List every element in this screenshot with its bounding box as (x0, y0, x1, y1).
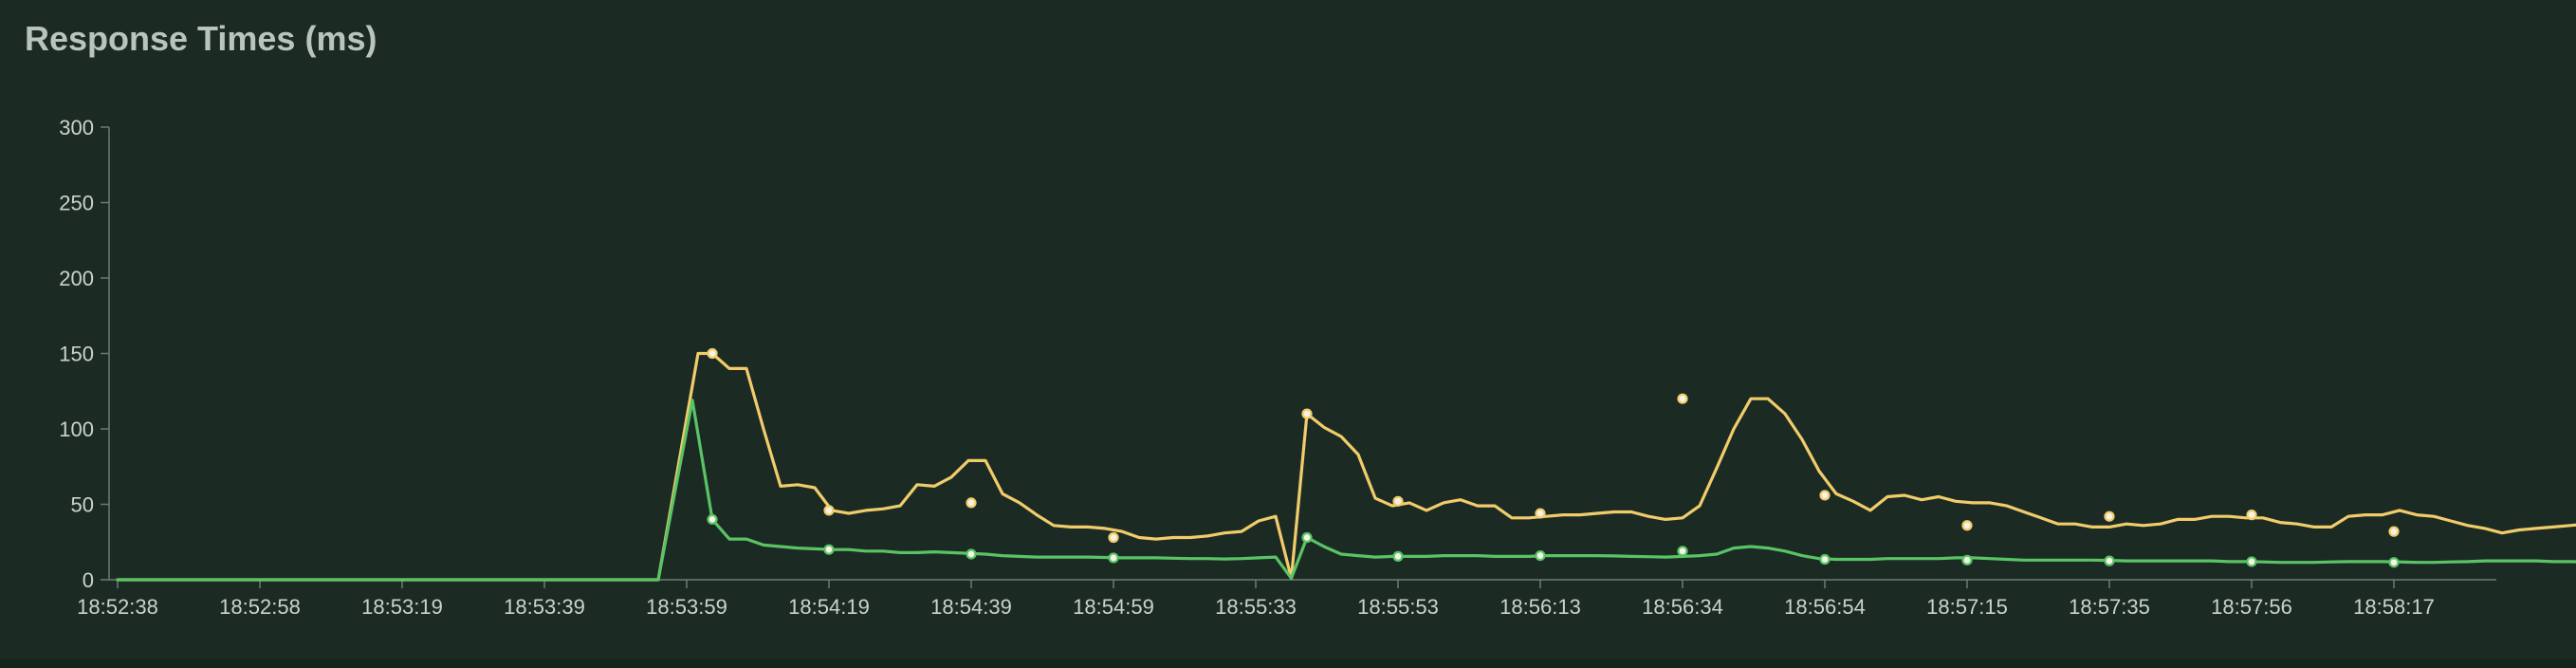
y-tick-label: 0 (83, 568, 94, 592)
data-point[interactable] (2246, 556, 2257, 567)
y-tick-label: 200 (59, 267, 94, 290)
data-point[interactable] (707, 347, 718, 360)
x-tick-label: 18:54:39 (930, 595, 1012, 619)
x-tick-label: 18:52:38 (77, 595, 158, 619)
data-point[interactable] (1108, 531, 1119, 544)
data-point[interactable] (966, 497, 977, 509)
data-point[interactable] (1301, 408, 1313, 419)
data-point[interactable] (2246, 510, 2257, 521)
x-tick-label: 18:52:58 (219, 595, 301, 619)
x-tick-label: 18:57:15 (1926, 595, 2008, 619)
x-tick-label: 18:54:19 (788, 595, 870, 619)
data-point[interactable] (1301, 531, 1313, 544)
data-point[interactable] (966, 548, 977, 560)
data-point[interactable] (2104, 510, 2115, 522)
x-tick-label: 18:57:35 (2069, 595, 2150, 619)
y-tick-label: 50 (71, 493, 94, 517)
data-point[interactable] (2104, 555, 2115, 566)
y-tick-label: 300 (59, 116, 94, 139)
x-tick-label: 18:55:33 (1215, 595, 1297, 619)
series-layer (116, 347, 2576, 582)
data-point[interactable] (1108, 552, 1119, 564)
data-point[interactable] (1961, 520, 1973, 531)
series-line-2 (116, 399, 2576, 582)
x-tick-label: 18:56:54 (1784, 595, 1866, 619)
series-line-1 (116, 351, 2576, 582)
y-tick-label: 150 (59, 343, 94, 366)
y-tick-label: 250 (59, 192, 94, 215)
x-tick-label: 18:53:19 (361, 595, 443, 619)
data-point[interactable] (1677, 546, 1688, 557)
x-tick-label: 18:54:59 (1073, 595, 1154, 619)
data-point[interactable] (1677, 393, 1688, 404)
data-point[interactable] (1535, 508, 1546, 519)
y-tick-label: 100 (59, 418, 94, 441)
x-tick-label: 18:53:59 (646, 595, 727, 619)
data-point[interactable] (1961, 554, 1973, 566)
data-point[interactable] (2388, 526, 2400, 537)
data-point[interactable] (1392, 495, 1404, 507)
x-tick-label: 18:58:17 (2353, 595, 2435, 619)
data-point[interactable] (1392, 550, 1404, 562)
data-point[interactable] (823, 544, 835, 555)
data-point[interactable] (1819, 553, 1831, 566)
x-tick-label: 18:55:53 (1357, 595, 1439, 619)
x-tick-label: 18:57:56 (2211, 595, 2292, 619)
x-tick-label: 18:53:39 (504, 595, 585, 619)
axes: 0 50 100 150 200 250 300 18:52:38 18:52:58 18:53:… (59, 116, 2496, 619)
data-point[interactable] (1535, 549, 1546, 562)
panel-bottom-strip (0, 659, 2576, 668)
data-point[interactable] (1819, 490, 1831, 501)
x-tick-label: 18:56:13 (1500, 595, 1581, 619)
x-tick-label: 18:56:34 (1642, 595, 1723, 619)
chart-title: Response Times (ms) (25, 19, 377, 58)
data-point[interactable] (707, 513, 718, 526)
data-point[interactable] (823, 505, 835, 516)
data-point[interactable] (2388, 557, 2400, 568)
